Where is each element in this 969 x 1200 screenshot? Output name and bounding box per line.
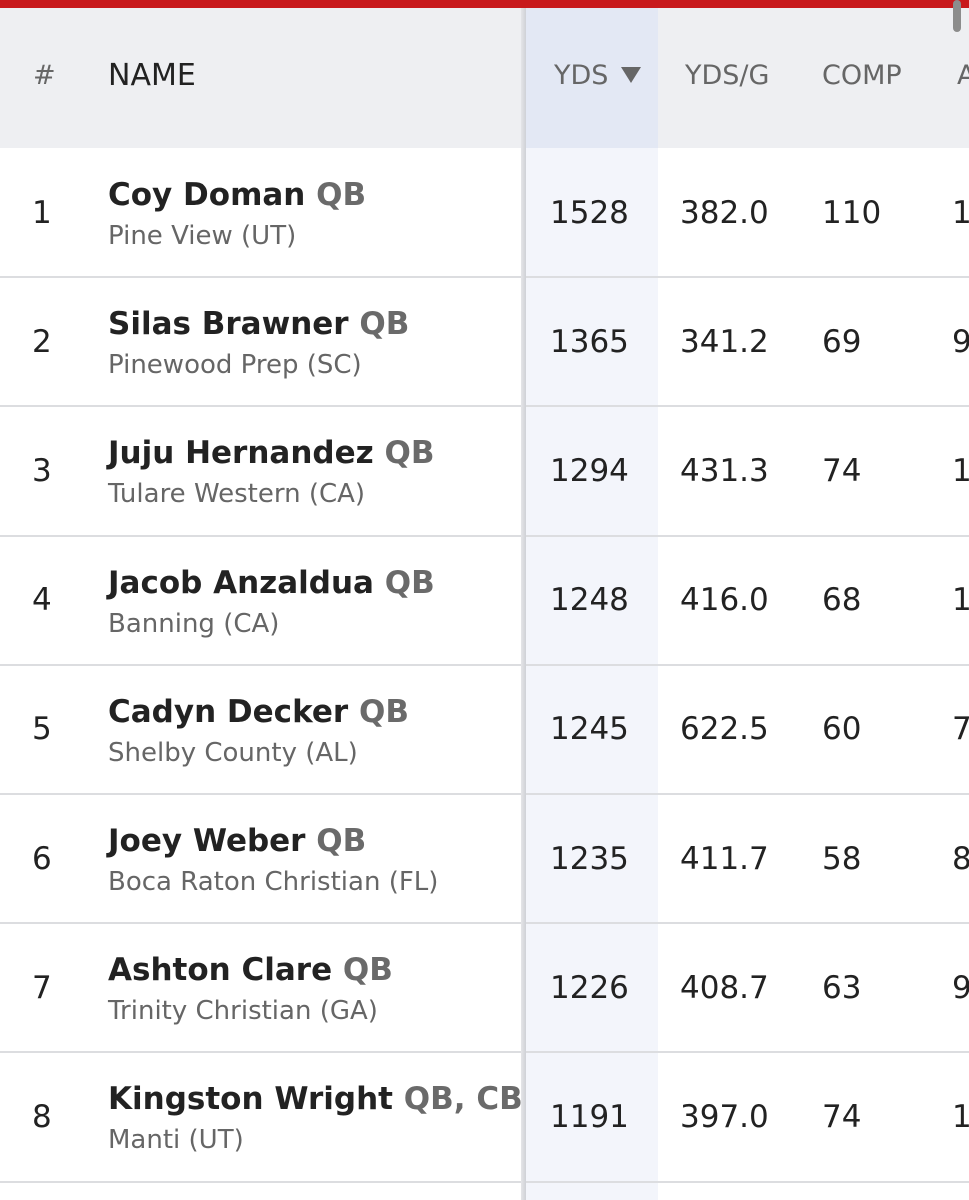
row-border <box>0 663 969 666</box>
yds: 1294 <box>550 453 629 489</box>
clipped-value: 7 <box>952 711 969 748</box>
yds: 1191 <box>550 1099 629 1135</box>
clipped-value: 1 <box>952 453 969 489</box>
scrollbar <box>953 0 961 32</box>
clipped-value: 9 <box>952 969 969 1006</box>
player-name-line: Juju Hernandez QB <box>108 433 434 473</box>
player-name: Juju Hernandez <box>108 435 374 472</box>
school: Shelby County (AL) <box>108 737 358 768</box>
rank: 4 <box>32 582 52 619</box>
comp: 69 <box>822 323 862 360</box>
comp: 74 <box>822 1099 862 1135</box>
yds: 1235 <box>550 840 629 877</box>
position: QB, CB <box>403 1081 523 1118</box>
header-row <box>0 8 969 148</box>
player-name: Joey Weber <box>108 823 306 859</box>
header-rank[interactable]: # <box>33 60 56 91</box>
position: QB <box>358 693 409 730</box>
school: Tulare Western (CA) <box>108 479 366 510</box>
position: QB <box>316 177 367 213</box>
clipped-value: 1 <box>952 582 969 619</box>
yds-per-game: 622.5 <box>680 711 769 748</box>
clipped-value: 8 <box>952 840 969 877</box>
comp: 68 <box>822 582 862 619</box>
comp: 74 <box>822 453 862 489</box>
row-border <box>0 1051 969 1054</box>
comp: 63 <box>822 969 862 1006</box>
yds: 1528 <box>550 194 629 231</box>
row-border <box>0 1180 969 1183</box>
player-name: Silas Brawner <box>108 306 349 343</box>
yds-per-game: 408.7 <box>680 969 769 1006</box>
yds-per-game: 397.0 <box>680 1099 769 1135</box>
header-yds[interactable]: YDS <box>554 60 609 91</box>
yds: 1226 <box>550 969 629 1006</box>
player-name-line: Jacob Anzaldua QB <box>108 563 435 603</box>
yds: 1245 <box>550 711 629 748</box>
player-name: Ashton Clare <box>108 952 333 989</box>
school: Banning (CA) <box>108 608 280 639</box>
row-border <box>0 534 969 537</box>
rank: 8 <box>32 1099 52 1135</box>
position: QB <box>384 564 435 601</box>
school: Trinity Christian (GA) <box>108 996 378 1027</box>
comp: 58 <box>822 840 862 877</box>
column-divider <box>521 8 526 1200</box>
rank: 2 <box>32 323 52 360</box>
school: Manti (UT) <box>108 1125 244 1156</box>
row-border <box>0 405 969 408</box>
comp: 110 <box>822 194 882 231</box>
clipped-value: 1 <box>952 194 969 231</box>
clipped-value: 9 <box>952 323 969 360</box>
rank: 7 <box>32 969 52 1006</box>
player-name-line: Kingston Wright QB, CB <box>108 1079 523 1119</box>
yds-per-game: 431.3 <box>680 453 769 489</box>
top-bar <box>0 0 969 8</box>
player-name-line: Silas Brawner QB <box>108 304 409 344</box>
rank: 3 <box>32 453 52 489</box>
header-yds-per-game[interactable]: YDS/G <box>685 60 770 91</box>
player-name-line: Ashton Clare QB <box>108 950 393 990</box>
player-name-line: Cadyn Decker QB <box>108 692 409 732</box>
yds-per-game: 411.7 <box>680 840 769 877</box>
player-name: Cadyn Decker <box>108 693 349 730</box>
sorted-column <box>526 148 658 1200</box>
rank: 6 <box>32 840 52 877</box>
position: QB <box>384 435 435 472</box>
sort-arrow <box>621 67 641 83</box>
rank: 5 <box>32 711 52 748</box>
header-comp[interactable]: COMP <box>822 60 902 91</box>
position: QB <box>316 823 367 859</box>
position: QB <box>342 952 393 989</box>
header-name[interactable]: NAME <box>108 58 196 93</box>
player-name: Kingston Wright <box>108 1081 393 1118</box>
school: Boca Raton Christian (FL) <box>108 867 439 897</box>
player-name: Coy Doman <box>108 177 306 213</box>
yds: 1248 <box>550 582 629 619</box>
clipped-value: 1 <box>952 1099 969 1135</box>
player-name-line: Coy Doman QB <box>108 175 366 215</box>
rank: 1 <box>32 194 52 231</box>
position: QB <box>359 306 410 343</box>
yds-per-game: 341.2 <box>680 323 769 360</box>
row-border <box>0 793 969 795</box>
comp: 60 <box>822 711 862 748</box>
header-clipped[interactable]: A <box>957 60 969 91</box>
row-border <box>0 276 969 279</box>
school: Pinewood Prep (SC) <box>108 350 362 381</box>
yds-per-game: 382.0 <box>680 194 769 231</box>
player-name-line: Joey Weber QB <box>108 821 366 861</box>
row-border <box>0 922 969 925</box>
yds-per-game: 416.0 <box>680 582 769 619</box>
sorted-column-header <box>526 8 658 148</box>
player-name: Jacob Anzaldua <box>108 564 374 601</box>
yds: 1365 <box>550 323 629 360</box>
school: Pine View (UT) <box>108 221 297 251</box>
